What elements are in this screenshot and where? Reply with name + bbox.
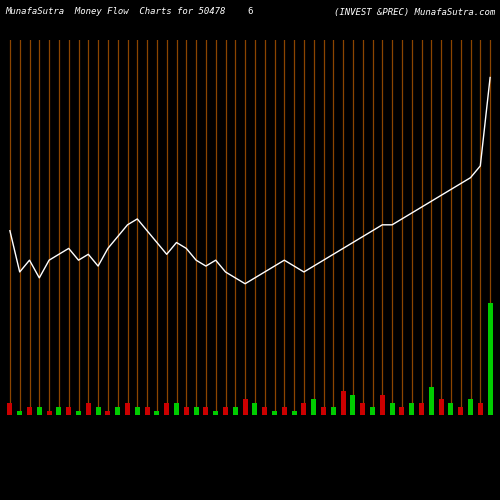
Bar xyxy=(106,411,110,415)
Bar xyxy=(390,403,394,415)
Bar xyxy=(400,407,404,415)
Bar xyxy=(194,407,198,415)
Bar xyxy=(164,403,169,415)
Bar xyxy=(350,395,356,415)
Bar xyxy=(27,407,32,415)
Bar xyxy=(135,407,140,415)
Bar xyxy=(174,403,179,415)
Bar xyxy=(17,411,22,415)
Bar xyxy=(458,407,463,415)
Text: 6: 6 xyxy=(248,8,252,16)
Bar xyxy=(302,403,306,415)
Bar xyxy=(340,391,345,415)
Bar xyxy=(204,407,208,415)
Bar xyxy=(46,411,52,415)
Bar xyxy=(419,403,424,415)
Bar xyxy=(360,403,365,415)
Bar xyxy=(8,403,12,415)
Bar xyxy=(409,403,414,415)
Bar xyxy=(116,407,120,415)
Bar xyxy=(321,407,326,415)
Bar xyxy=(37,407,42,415)
Bar xyxy=(66,407,71,415)
Bar xyxy=(272,411,277,415)
Bar xyxy=(76,411,81,415)
Bar xyxy=(380,395,385,415)
Bar xyxy=(252,403,258,415)
Bar xyxy=(214,411,218,415)
Bar xyxy=(125,403,130,415)
Bar xyxy=(478,403,483,415)
Bar xyxy=(223,407,228,415)
Bar xyxy=(438,399,444,415)
Bar xyxy=(242,399,248,415)
Bar xyxy=(96,407,100,415)
Bar xyxy=(331,407,336,415)
Bar xyxy=(468,399,473,415)
Bar xyxy=(184,407,189,415)
Text: (INVEST &PREC) MunafaSutra.com: (INVEST &PREC) MunafaSutra.com xyxy=(334,8,495,16)
Bar xyxy=(86,403,91,415)
Bar xyxy=(292,411,296,415)
Bar xyxy=(144,407,150,415)
Bar xyxy=(233,407,238,415)
Bar xyxy=(311,399,316,415)
Bar xyxy=(488,302,492,415)
Bar xyxy=(56,407,62,415)
Bar xyxy=(262,407,267,415)
Bar xyxy=(282,407,287,415)
Bar xyxy=(448,403,454,415)
Bar xyxy=(154,411,160,415)
Text: MunafaSutra  Money Flow  Charts for 50478: MunafaSutra Money Flow Charts for 50478 xyxy=(5,8,226,16)
Bar xyxy=(429,387,434,415)
Bar xyxy=(370,407,375,415)
